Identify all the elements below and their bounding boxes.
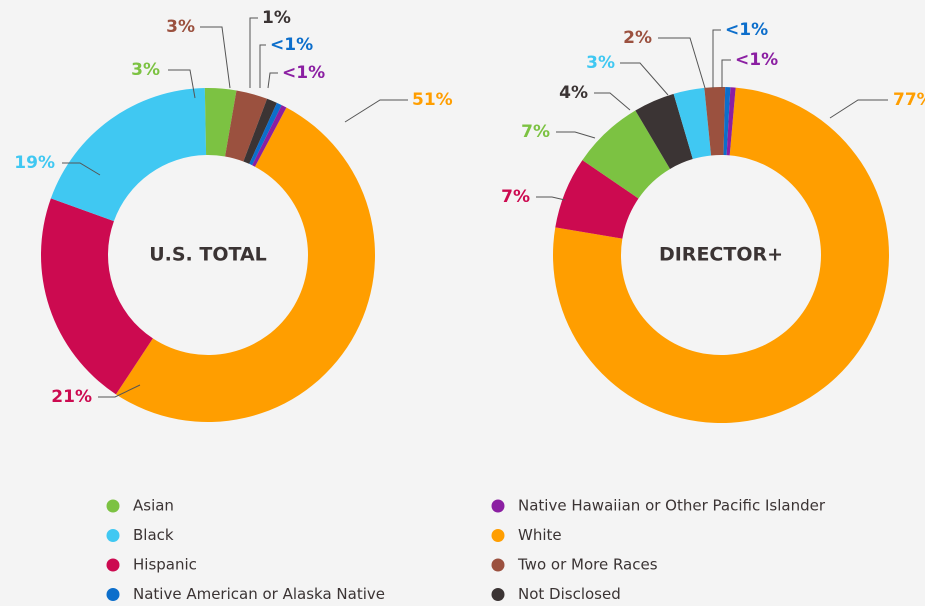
leader-line bbox=[62, 162, 101, 176]
value-label: 19% bbox=[14, 153, 55, 173]
donut-segment bbox=[243, 98, 277, 164]
legend-marker bbox=[491, 499, 505, 513]
value-label: 3% bbox=[586, 53, 615, 73]
donut-segment bbox=[726, 87, 736, 156]
leader-line bbox=[658, 37, 706, 89]
leader-line bbox=[168, 69, 196, 99]
legend-label: White bbox=[518, 526, 562, 544]
legend-label: Native American or Alaska Native bbox=[133, 585, 385, 603]
leader-line bbox=[594, 92, 631, 111]
leader-line bbox=[620, 62, 669, 96]
leader-line bbox=[556, 131, 596, 139]
leader-line bbox=[712, 29, 721, 88]
value-label: 3% bbox=[166, 17, 195, 37]
value-label: <1% bbox=[735, 50, 778, 70]
donut-segment bbox=[553, 87, 890, 424]
value-label: 77% bbox=[893, 90, 925, 110]
leader-line bbox=[536, 196, 566, 201]
value-label: 4% bbox=[559, 83, 588, 103]
center-title: DIRECTOR+ bbox=[659, 244, 783, 266]
donut-segment bbox=[582, 110, 671, 199]
leader-line bbox=[344, 99, 408, 123]
legend-label: Not Disclosed bbox=[518, 585, 621, 603]
legend-label: Asian bbox=[133, 497, 174, 515]
value-label: 21% bbox=[51, 387, 92, 407]
legend-label: Hispanic bbox=[133, 556, 197, 574]
center-title: U.S. TOTAL bbox=[149, 244, 267, 266]
legend-marker bbox=[106, 529, 120, 542]
donut-segment bbox=[252, 105, 287, 167]
donut-segment bbox=[635, 93, 693, 169]
value-label: 1% bbox=[262, 8, 291, 28]
donut-segment bbox=[115, 107, 376, 423]
legend-marker bbox=[106, 588, 120, 601]
donut-segment bbox=[40, 198, 153, 395]
leader-line bbox=[98, 384, 141, 398]
value-label: <1% bbox=[725, 20, 768, 40]
donut-segment bbox=[225, 90, 268, 162]
leader-line bbox=[249, 17, 258, 88]
donut-segment bbox=[50, 88, 207, 222]
value-label: <1% bbox=[282, 63, 325, 83]
donut-segment bbox=[723, 87, 731, 156]
legend-marker bbox=[491, 558, 505, 572]
leader-line bbox=[829, 99, 888, 119]
value-label: 3% bbox=[131, 60, 160, 80]
value-label: 7% bbox=[501, 187, 530, 207]
legend-label: Two or More Races bbox=[517, 556, 658, 574]
donut-segment bbox=[704, 87, 726, 156]
value-label: 2% bbox=[623, 28, 652, 48]
donut-segment bbox=[204, 87, 237, 157]
value-label: <1% bbox=[270, 35, 313, 55]
leader-line bbox=[259, 44, 266, 88]
donut-segment bbox=[555, 160, 639, 239]
legend-marker bbox=[491, 588, 505, 601]
legend-marker bbox=[491, 529, 505, 542]
leader-line bbox=[200, 26, 231, 89]
legend-marker bbox=[106, 558, 120, 572]
donut-segment bbox=[673, 87, 712, 160]
leader-line bbox=[267, 72, 278, 89]
legend-label: Native Hawaiian or Other Pacific Islande… bbox=[518, 497, 826, 515]
leader-line bbox=[721, 59, 731, 88]
donut-segment bbox=[249, 102, 282, 166]
value-label: 7% bbox=[521, 122, 550, 142]
legend-marker bbox=[106, 499, 120, 513]
value-label: 51% bbox=[412, 90, 453, 110]
legend-label: Black bbox=[133, 526, 174, 544]
